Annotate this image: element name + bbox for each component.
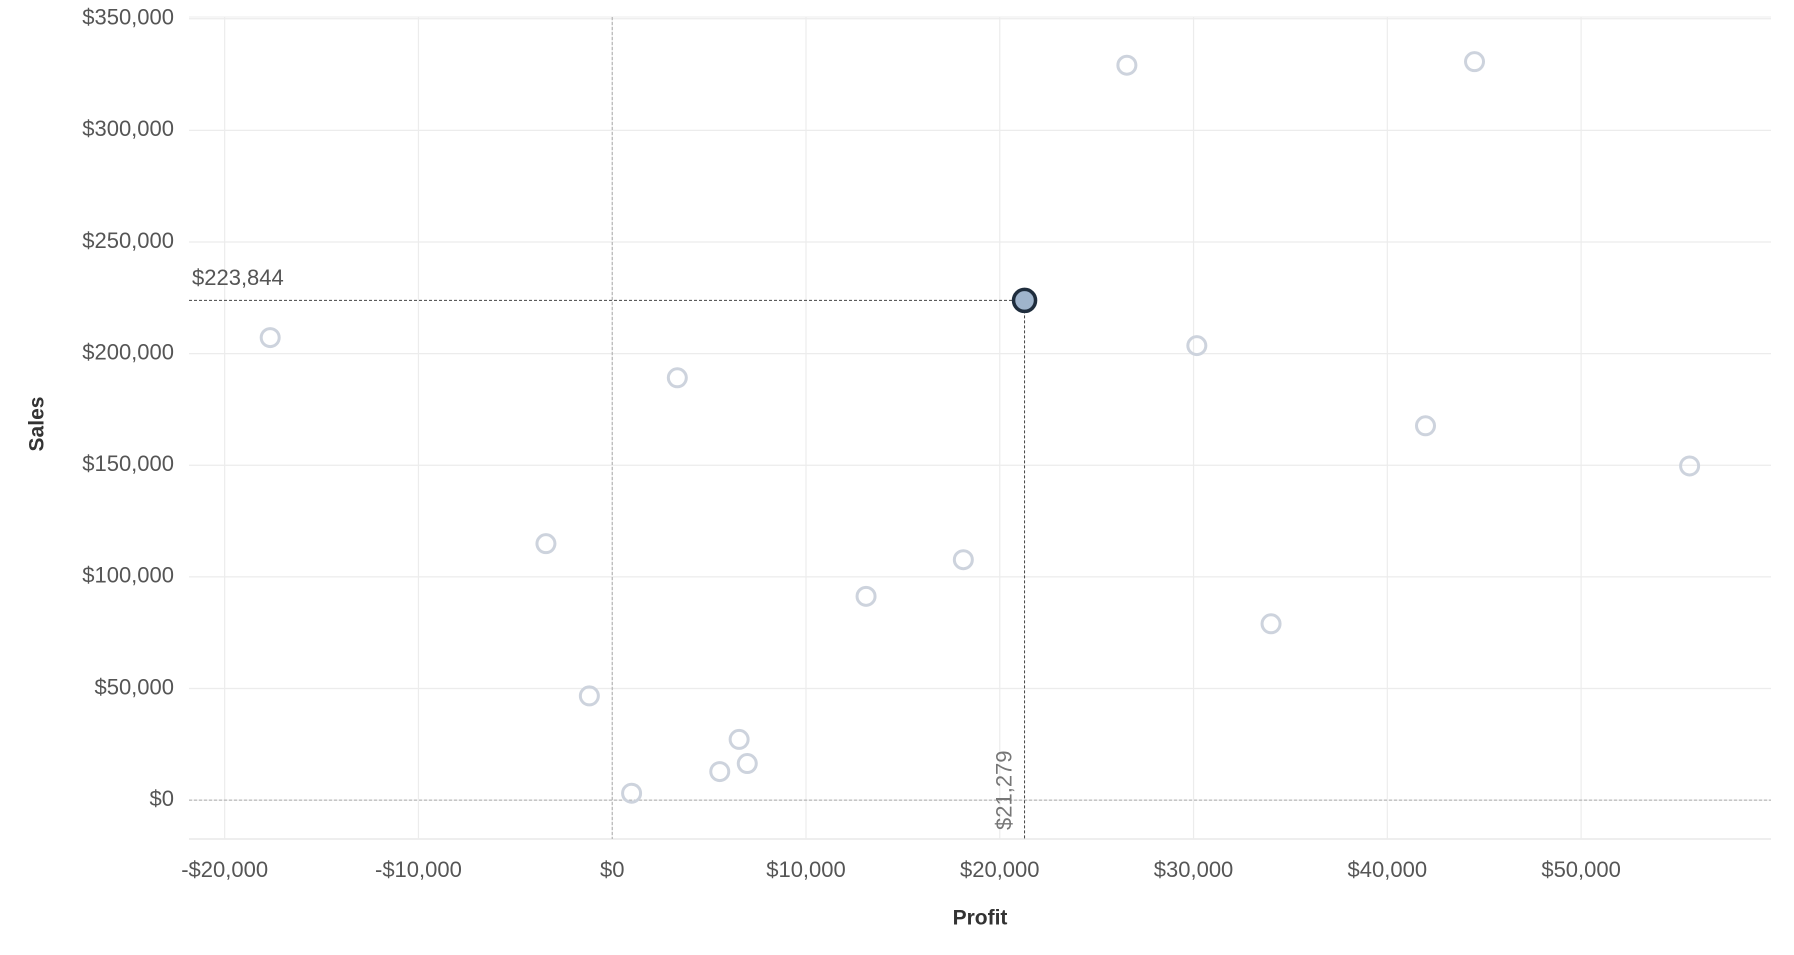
point: [728, 728, 750, 750]
y-tick-label: $250,000: [82, 228, 174, 253]
point: [621, 782, 643, 804]
x-tick-label: $30,000: [1154, 857, 1234, 882]
highlighted-point: [1011, 287, 1038, 314]
y-tick-label: $350,000: [82, 5, 174, 30]
y-tick-label: $200,000: [82, 339, 174, 364]
y-tick-label: $50,000: [94, 674, 174, 699]
point: [1679, 455, 1701, 477]
point: [578, 685, 600, 707]
point: [1116, 54, 1138, 76]
point: [736, 753, 758, 775]
y-tick-label: $100,000: [82, 563, 174, 588]
point: [1186, 335, 1208, 357]
value-label: $223,844: [192, 265, 284, 290]
point: [855, 585, 877, 607]
y-axis-title: Sales: [26, 397, 49, 452]
x-tick-label: -$10,000: [375, 857, 462, 882]
point: [1414, 415, 1436, 437]
point: [535, 533, 557, 555]
point: [709, 761, 731, 783]
x-tick-label: $50,000: [1541, 857, 1621, 882]
x-tick-label: -$20,000: [181, 857, 268, 882]
y-tick-label: $300,000: [82, 116, 174, 141]
point: [666, 367, 688, 389]
x-tick-label: $10,000: [766, 857, 846, 882]
y-tick-label: $0: [150, 786, 174, 811]
x-tick-label: $0: [600, 857, 624, 882]
x-tick-label: $20,000: [960, 857, 1040, 882]
x-axis-title: Profit: [953, 907, 1008, 930]
point: [952, 549, 974, 571]
point: [1464, 51, 1486, 73]
point: [1260, 613, 1282, 635]
x-value-label: $21,279: [991, 750, 1016, 830]
x-tick-label: $40,000: [1348, 857, 1428, 882]
y-tick-label: $150,000: [82, 451, 174, 476]
point: [259, 327, 281, 349]
